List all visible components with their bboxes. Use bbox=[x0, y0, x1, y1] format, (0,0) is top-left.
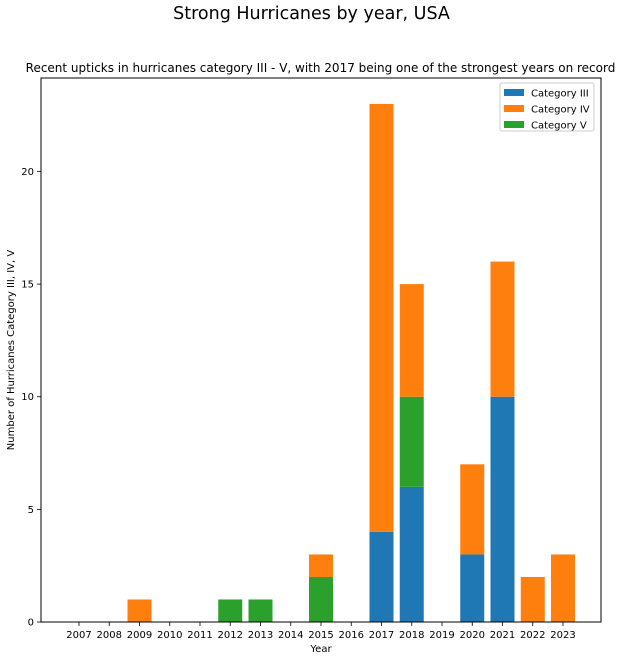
bar-category-iv-2022 bbox=[520, 576, 545, 622]
bar-category-iv-2023 bbox=[551, 554, 575, 622]
bar-category-v-2012 bbox=[218, 599, 243, 622]
x-tick-label: 2014 bbox=[278, 630, 303, 641]
x-tick-label: 2008 bbox=[97, 630, 122, 641]
legend-swatch-category-v bbox=[504, 121, 524, 128]
bar-category-v-2018 bbox=[399, 396, 424, 487]
legend-label: Category IV bbox=[531, 105, 590, 116]
bar-category-iii-2018 bbox=[399, 486, 424, 622]
x-tick-label: 2011 bbox=[187, 630, 212, 641]
x-tick-label: 2017 bbox=[369, 630, 394, 641]
x-ticks: 2007 2008 2009 2010 2011 2012 2013 2014 2015 2016… bbox=[66, 622, 576, 641]
legend-label: Category III bbox=[531, 89, 589, 100]
bar-category-iii-2017 bbox=[369, 531, 394, 622]
x-tick-label: 2022 bbox=[520, 630, 545, 641]
x-tick-label: 2021 bbox=[490, 630, 515, 641]
chart-title: Recent upticks in hurricanes category II… bbox=[25, 61, 616, 75]
x-tick-label: 2007 bbox=[66, 630, 91, 641]
legend-swatch-category-iv bbox=[504, 105, 524, 112]
x-tick-label: 2010 bbox=[157, 630, 182, 641]
legend-label: Category V bbox=[531, 121, 587, 132]
y-tick-label: 20 bbox=[21, 167, 34, 178]
x-tick-label: 2020 bbox=[460, 630, 485, 641]
legend-swatch-category-iii bbox=[504, 89, 524, 96]
y-tick-label: 5 bbox=[28, 505, 34, 516]
bar-category-iv-2020 bbox=[460, 464, 485, 555]
x-tick-label: 2019 bbox=[429, 630, 454, 641]
bars-group bbox=[127, 103, 575, 622]
bar-category-iv-2021 bbox=[490, 261, 515, 397]
x-tick-label: 2013 bbox=[248, 630, 273, 641]
x-tick-label: 2012 bbox=[218, 630, 243, 641]
x-tick-label: 2023 bbox=[550, 630, 575, 641]
legend: Category III Category IV Category V bbox=[499, 82, 595, 132]
x-tick-label: 2016 bbox=[339, 630, 364, 641]
y-tick-label: 0 bbox=[28, 618, 34, 629]
bar-category-iii-2020 bbox=[460, 554, 485, 622]
bar-category-v-2013 bbox=[248, 599, 273, 622]
y-tick-label: 15 bbox=[21, 280, 34, 291]
x-tick-label: 2018 bbox=[399, 630, 424, 641]
bar-category-iii-2021 bbox=[490, 396, 515, 622]
bar-category-iv-2018 bbox=[399, 284, 424, 397]
y-ticks: 0 5 10 15 20 bbox=[21, 167, 41, 629]
y-tick-label: 10 bbox=[21, 392, 34, 403]
bar-category-iv-2017 bbox=[369, 103, 394, 532]
chart-suptitle: Strong Hurricanes by year, USA bbox=[173, 4, 450, 24]
bar-category-v-2015 bbox=[309, 576, 333, 622]
y-axis-label: Number of Hurricanes Category III, IV, V bbox=[6, 250, 17, 451]
x-axis-label: Year bbox=[309, 644, 332, 655]
bar-category-iv-2009 bbox=[127, 599, 152, 622]
x-tick-label: 2009 bbox=[127, 630, 152, 641]
axes-frame bbox=[40, 77, 602, 623]
bar-category-iv-2015 bbox=[309, 554, 333, 577]
x-tick-label: 2015 bbox=[308, 630, 333, 641]
